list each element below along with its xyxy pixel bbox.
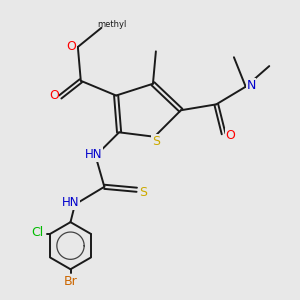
Text: Cl: Cl xyxy=(31,226,44,239)
Text: methyl: methyl xyxy=(97,20,126,29)
Text: S: S xyxy=(139,186,147,199)
Text: HN: HN xyxy=(62,196,79,209)
Text: S: S xyxy=(152,135,160,148)
Text: N: N xyxy=(246,79,256,92)
Text: HN: HN xyxy=(85,148,103,161)
Text: Br: Br xyxy=(64,275,77,288)
Text: O: O xyxy=(49,89,59,102)
Text: O: O xyxy=(225,129,235,142)
Text: O: O xyxy=(66,40,76,53)
